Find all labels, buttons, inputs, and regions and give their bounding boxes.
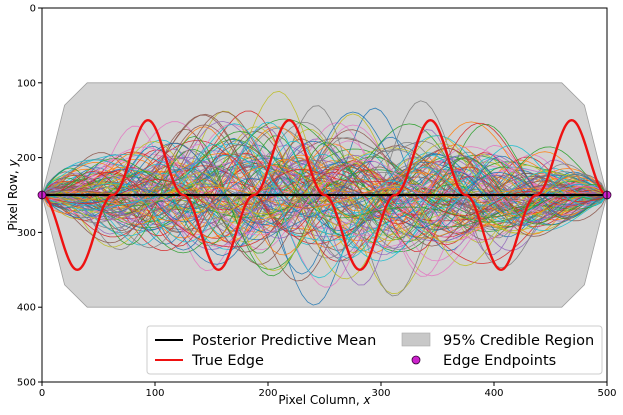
legend-band-label: 95% Credible Region — [443, 333, 594, 349]
posterior-sample-line — [42, 141, 607, 267]
posterior-sample-line — [42, 180, 607, 242]
posterior-sample-line — [42, 142, 607, 272]
legend-endpoint-label: Edge Endpoints — [443, 353, 556, 369]
x-tick-label: 100 — [145, 388, 164, 399]
posterior-sample-line — [42, 140, 607, 252]
legend-band-swatch — [401, 332, 431, 347]
posterior-sample-line — [42, 154, 607, 237]
x-axis-label-var: x — [363, 393, 372, 407]
posterior-sample-line — [42, 164, 607, 252]
y-tick-label: 300 — [17, 228, 36, 239]
x-axis-label-main: Pixel Column, — [278, 393, 363, 407]
legend-box — [146, 325, 603, 375]
true-edge-line — [42, 118, 607, 272]
y-axis-ticks: 0 100 200 300 400 500 — [17, 4, 42, 389]
posterior-sample-line — [42, 176, 607, 253]
posterior-sample-line — [42, 154, 607, 244]
legend-mean-label: Posterior Predictive Mean — [192, 333, 376, 349]
posterior-sample-line — [42, 155, 607, 231]
y-axis-label-main: Pixel Row, — [6, 166, 20, 230]
y-tick-label: 100 — [17, 78, 36, 89]
legend: Posterior Predictive Mean 95% Credible R… — [146, 325, 603, 375]
y-tick-label: 0 — [30, 4, 36, 15]
plot-frame — [41, 7, 608, 383]
posterior-sample-line — [42, 154, 607, 256]
x-tick-label: 500 — [597, 388, 616, 399]
y-axis-label: Pixel Row, y — [6, 158, 20, 230]
x-axis-ticks: 0 100 200 300 400 500 — [39, 382, 617, 399]
y-tick-label: 200 — [17, 153, 36, 164]
posterior-sample-line — [42, 121, 607, 259]
posterior-sample-line — [42, 125, 607, 277]
posterior-sample-line — [42, 161, 607, 229]
y-axis-label-var: y — [6, 158, 20, 167]
true-edge-layer — [42, 118, 607, 272]
posterior-sample-line — [42, 143, 607, 239]
x-tick-label: 300 — [371, 388, 390, 399]
posterior-sample-line — [42, 146, 607, 241]
posterior-sample-line — [42, 131, 607, 223]
posterior-sample-line — [42, 144, 607, 251]
posterior-sample-line — [42, 154, 607, 288]
x-tick-label: 200 — [258, 388, 277, 399]
posterior-sample-line — [42, 121, 607, 250]
x-axis-label: Pixel Column, x — [278, 393, 371, 407]
posterior-sample-line — [42, 135, 607, 235]
posterior-sample-line — [42, 123, 607, 279]
posterior-sample-line — [42, 135, 607, 254]
posterior-sample-line — [42, 147, 607, 265]
y-tick-label: 500 — [17, 378, 36, 389]
y-tick-label: 400 — [17, 303, 36, 314]
posterior-sample-line — [42, 165, 607, 222]
legend-endpoint-swatch — [411, 355, 421, 365]
legend-true-label: True Edge — [191, 353, 264, 369]
x-tick-label: 400 — [484, 388, 503, 399]
x-tick-label: 0 — [39, 388, 45, 399]
